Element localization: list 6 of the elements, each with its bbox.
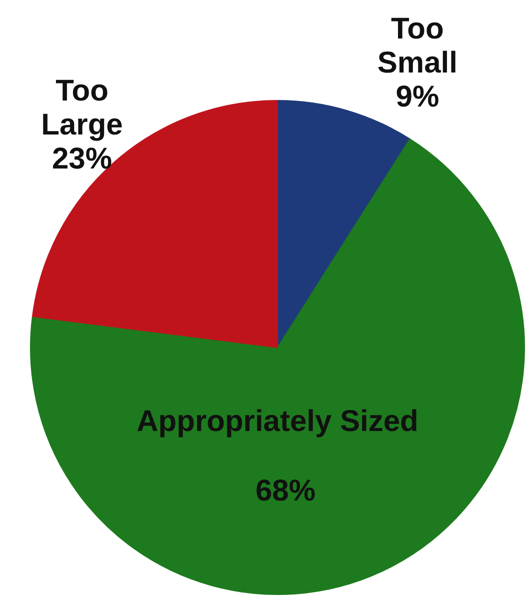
slice-label: Too Small bbox=[377, 12, 458, 80]
slice-label: Appropriately Sized bbox=[136, 405, 418, 438]
data-label: 23% bbox=[52, 142, 112, 176]
data-label: 68% bbox=[255, 474, 316, 508]
data-label: 9% bbox=[396, 80, 440, 114]
slice-label: Too Large bbox=[41, 74, 123, 142]
